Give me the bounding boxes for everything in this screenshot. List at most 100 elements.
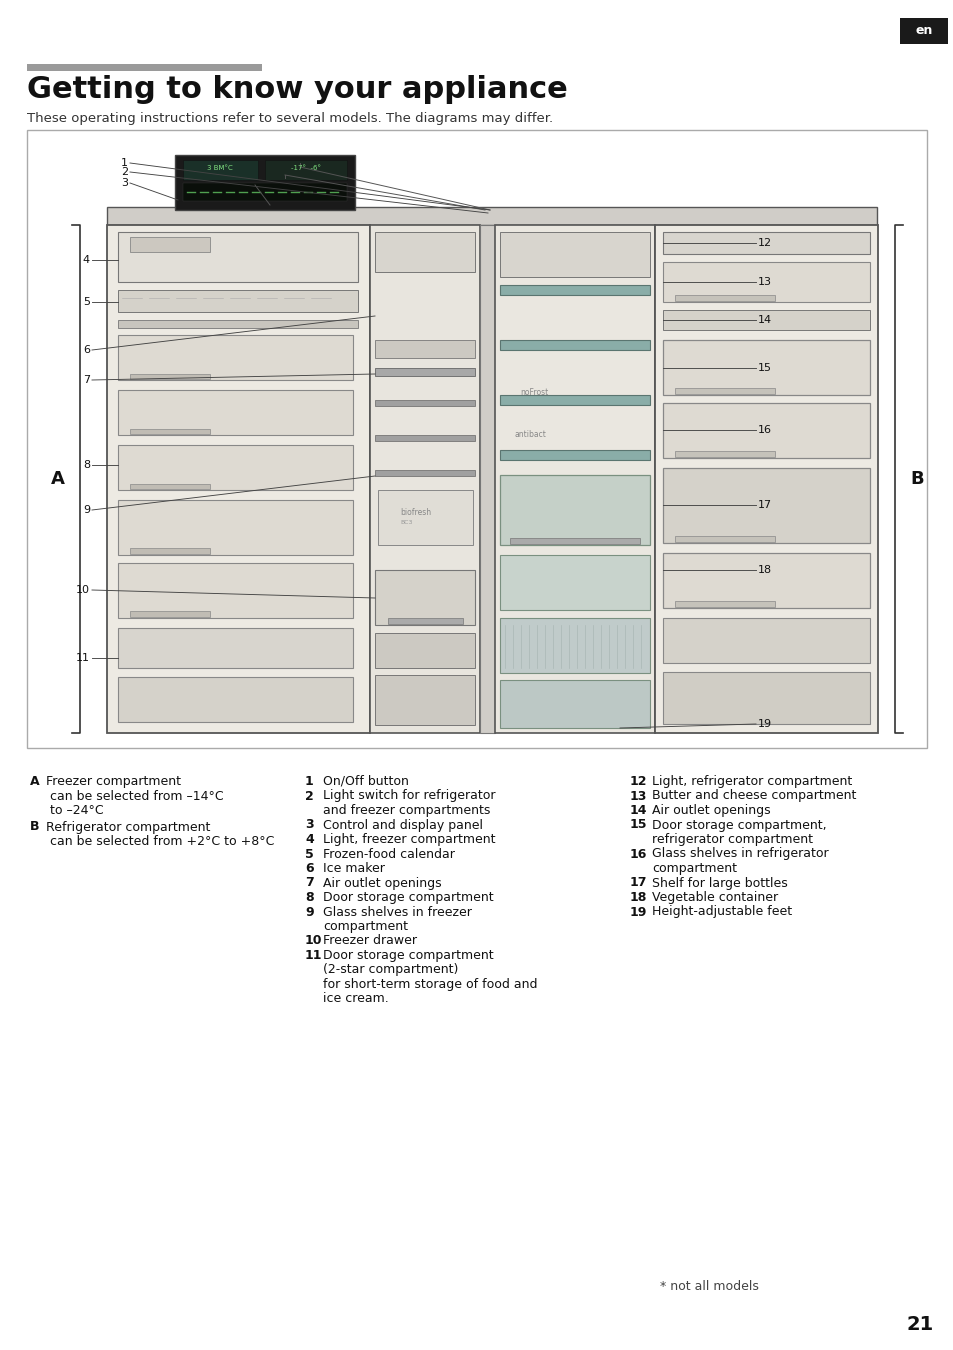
- Circle shape: [447, 300, 471, 324]
- Text: 12: 12: [758, 238, 771, 248]
- Text: Refrigerator compartment: Refrigerator compartment: [46, 821, 211, 833]
- Bar: [375, 470, 475, 477]
- Bar: [118, 563, 353, 618]
- Text: 19: 19: [629, 906, 647, 918]
- Text: Butter and cheese compartment: Butter and cheese compartment: [651, 790, 856, 802]
- Bar: [499, 618, 649, 674]
- Bar: [118, 500, 353, 555]
- Bar: [130, 429, 210, 433]
- Bar: [27, 63, 262, 72]
- Text: Freezer drawer: Freezer drawer: [323, 934, 416, 948]
- Text: Glass shelves in refrigerator: Glass shelves in refrigerator: [651, 848, 828, 860]
- Bar: [662, 404, 869, 458]
- Text: Frozen-food calendar: Frozen-food calendar: [323, 848, 455, 860]
- Bar: [675, 536, 774, 541]
- Text: 13: 13: [758, 277, 771, 288]
- Text: On/Off button: On/Off button: [323, 775, 409, 788]
- Text: Air outlet openings: Air outlet openings: [323, 876, 441, 890]
- Bar: [662, 554, 869, 608]
- Text: can be selected from +2°C to +8°C: can be selected from +2°C to +8°C: [50, 836, 274, 848]
- Bar: [130, 374, 210, 379]
- Bar: [375, 232, 475, 271]
- Text: Height-adjustable feet: Height-adjustable feet: [651, 906, 791, 918]
- Text: Light, refrigerator compartment: Light, refrigerator compartment: [651, 775, 851, 788]
- Text: en: en: [914, 24, 932, 38]
- Text: 4: 4: [83, 255, 90, 265]
- Bar: [107, 225, 370, 733]
- Text: 8: 8: [83, 460, 90, 470]
- Bar: [662, 310, 869, 329]
- Text: 13: 13: [629, 790, 647, 802]
- Bar: [130, 238, 210, 252]
- Text: 7: 7: [305, 876, 314, 890]
- Text: Control and display panel: Control and display panel: [323, 818, 482, 832]
- Text: 3: 3: [305, 818, 314, 832]
- Text: B: B: [30, 821, 39, 833]
- Bar: [662, 340, 869, 396]
- Text: 10: 10: [305, 934, 322, 948]
- Bar: [510, 539, 639, 544]
- Bar: [375, 633, 475, 668]
- Text: 17: 17: [629, 876, 647, 890]
- Text: -17°  -6°: -17° -6°: [291, 165, 320, 171]
- Text: * not all models: * not all models: [659, 1280, 758, 1293]
- Text: B: B: [909, 470, 923, 487]
- Bar: [370, 225, 479, 733]
- Bar: [118, 628, 353, 668]
- Bar: [107, 207, 876, 225]
- Bar: [130, 548, 210, 554]
- Bar: [655, 225, 877, 733]
- Bar: [27, 130, 926, 748]
- Text: 3 BM°C: 3 BM°C: [207, 165, 233, 171]
- Bar: [118, 390, 353, 435]
- Text: 7: 7: [83, 375, 90, 385]
- Text: 10: 10: [76, 585, 90, 595]
- Text: 21: 21: [905, 1315, 933, 1334]
- Bar: [375, 369, 475, 377]
- Text: A: A: [51, 470, 65, 487]
- Bar: [662, 618, 869, 663]
- Bar: [499, 285, 649, 296]
- Text: 2: 2: [121, 167, 128, 177]
- Bar: [662, 672, 869, 724]
- Text: 8: 8: [305, 891, 314, 904]
- Text: 6: 6: [305, 863, 314, 875]
- Text: 5: 5: [83, 297, 90, 306]
- Bar: [675, 296, 774, 301]
- Bar: [183, 161, 257, 180]
- Text: 14: 14: [629, 805, 647, 817]
- Text: 4: 4: [305, 833, 314, 846]
- Text: (2-star compartment): (2-star compartment): [323, 964, 457, 976]
- Bar: [375, 400, 475, 406]
- Bar: [174, 155, 355, 211]
- Text: 1: 1: [305, 775, 314, 788]
- Bar: [375, 435, 475, 441]
- Bar: [118, 290, 357, 312]
- Text: Air outlet openings: Air outlet openings: [651, 805, 770, 817]
- Text: 2: 2: [305, 790, 314, 802]
- Bar: [130, 485, 210, 489]
- Bar: [377, 490, 473, 545]
- Text: 11: 11: [76, 653, 90, 663]
- Bar: [662, 468, 869, 543]
- Text: biofresh: biofresh: [399, 508, 431, 517]
- Bar: [675, 387, 774, 394]
- Bar: [118, 335, 353, 379]
- Bar: [183, 184, 347, 201]
- Bar: [899, 18, 947, 45]
- Bar: [375, 675, 475, 725]
- Text: Ice maker: Ice maker: [323, 863, 384, 875]
- Bar: [499, 232, 649, 277]
- Text: 16: 16: [758, 425, 771, 435]
- Text: 18: 18: [758, 566, 771, 575]
- Bar: [675, 451, 774, 458]
- Text: 15: 15: [758, 363, 771, 373]
- Text: 18: 18: [629, 891, 647, 904]
- Bar: [499, 450, 649, 460]
- Text: 11: 11: [305, 949, 322, 963]
- Text: Shelf for large bottles: Shelf for large bottles: [651, 876, 787, 890]
- Text: Vegetable container: Vegetable container: [651, 891, 778, 904]
- Text: Glass shelves in freezer: Glass shelves in freezer: [323, 906, 472, 918]
- Bar: [662, 262, 869, 302]
- Bar: [675, 601, 774, 608]
